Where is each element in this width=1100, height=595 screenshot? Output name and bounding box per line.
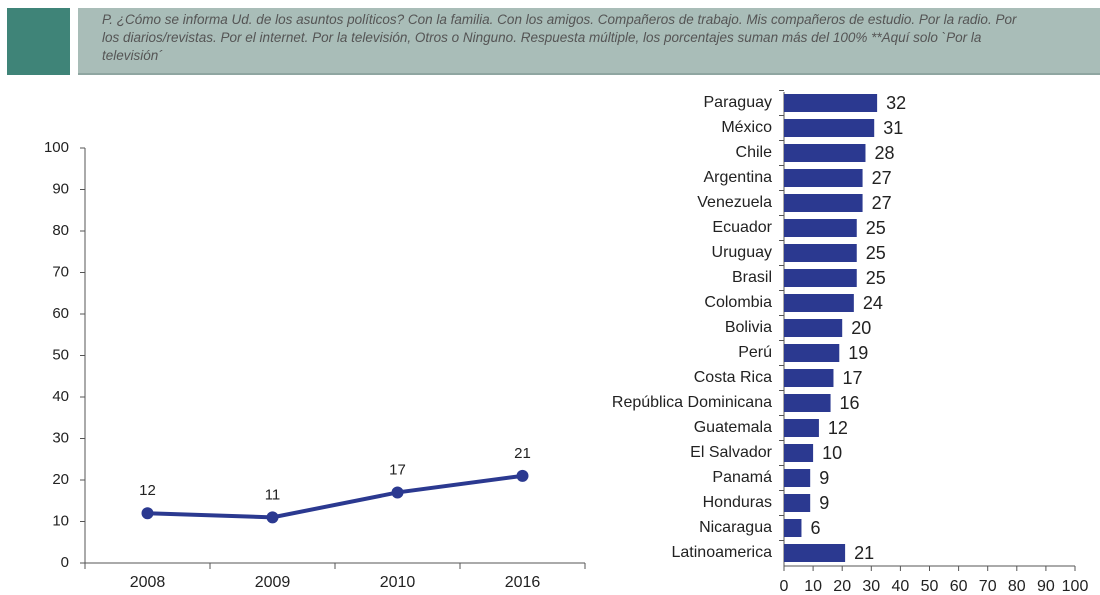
bar (784, 369, 834, 387)
data-label: 20 (851, 318, 871, 338)
header-note: P. ¿Cómo se informa Ud. de los asuntos p… (102, 12, 1017, 63)
data-label: 17 (389, 461, 406, 478)
x-tick-label: 40 (892, 578, 910, 595)
data-label: 27 (872, 193, 892, 213)
data-label: 12 (828, 418, 848, 438)
bar (784, 469, 811, 487)
bar (784, 444, 814, 462)
bar (784, 494, 811, 512)
y-tick-label: Honduras (703, 494, 772, 511)
bar (784, 344, 840, 362)
y-tick-label: Latinoamerica (672, 544, 773, 561)
y-tick-label: 80 (52, 222, 69, 239)
x-tick-label: 2016 (505, 574, 541, 591)
x-tick-label: 0 (780, 578, 789, 595)
y-tick-label: Chile (736, 144, 773, 161)
x-tick-label: 2010 (380, 574, 416, 591)
y-tick-label: República Dominicana (612, 394, 772, 411)
bar (784, 94, 878, 112)
y-tick-label: 90 (52, 180, 69, 197)
bar (784, 194, 863, 212)
data-label: 25 (866, 243, 886, 263)
header-band (78, 8, 1100, 75)
y-tick-label: Perú (738, 344, 772, 361)
bar (784, 394, 831, 412)
y-tick-label: Panamá (712, 469, 772, 486)
data-label: 17 (842, 368, 862, 388)
data-label: 32 (886, 93, 906, 113)
data-label: 27 (872, 168, 892, 188)
x-tick-label: 80 (1008, 578, 1026, 595)
x-tick-label: 10 (804, 578, 822, 595)
x-tick-label: 2009 (255, 574, 291, 591)
data-label: 9 (819, 468, 829, 488)
data-label: 21 (514, 445, 531, 462)
data-label: 31 (883, 118, 903, 138)
x-tick-label: 30 (862, 578, 880, 595)
bar (784, 144, 866, 162)
y-tick-label: Ecuador (712, 219, 772, 236)
y-tick-label: Uruguay (712, 244, 772, 261)
y-tick-label: Brasil (732, 269, 772, 286)
y-tick-label: Bolivia (725, 319, 772, 336)
bar (784, 294, 854, 312)
y-tick-label: México (721, 119, 772, 136)
y-tick-label: 60 (52, 305, 69, 322)
data-label: 25 (866, 218, 886, 238)
x-tick-label: 50 (921, 578, 939, 595)
bar (784, 169, 863, 187)
marker (516, 469, 529, 482)
y-tick-label: 20 (52, 471, 69, 488)
bar (784, 269, 857, 287)
bar (784, 419, 819, 437)
x-tick-label: 100 (1062, 578, 1089, 595)
y-tick-label: Costa Rica (694, 369, 772, 386)
y-tick-label: 40 (52, 388, 69, 405)
bar (784, 319, 843, 337)
y-tick-label: Paraguay (704, 94, 773, 111)
x-tick-label: 20 (833, 578, 851, 595)
data-label: 6 (810, 518, 820, 538)
data-label: 16 (840, 393, 860, 413)
x-tick-label: 90 (1037, 578, 1055, 595)
y-tick-label: 100 (44, 139, 69, 156)
y-tick-label: Guatemala (694, 419, 772, 436)
marker (266, 511, 279, 524)
y-tick-label: 70 (52, 263, 69, 280)
data-label: 9 (819, 493, 829, 513)
y-tick-label: Venezuela (697, 194, 772, 211)
marker (391, 486, 404, 499)
line (147, 473, 523, 520)
header-square (7, 8, 70, 75)
y-tick-label: 50 (52, 346, 69, 363)
data-label: 28 (874, 143, 894, 163)
x-tick-label: 2008 (130, 574, 166, 591)
data-label: 19 (848, 343, 868, 363)
y-tick-label: Argentina (704, 169, 773, 186)
bar (784, 544, 846, 562)
data-label: 11 (265, 486, 281, 503)
y-tick-label: 10 (52, 512, 69, 529)
y-tick-label: 0 (61, 554, 69, 571)
data-label: 24 (863, 293, 883, 313)
data-label: 12 (139, 482, 156, 499)
bar (784, 519, 802, 537)
data-label: 10 (822, 443, 842, 463)
x-tick-label: 60 (950, 578, 968, 595)
y-tick-label: Nicaragua (699, 519, 772, 536)
bar (784, 219, 857, 237)
data-label: 21 (854, 543, 874, 563)
x-tick-label: 70 (979, 578, 997, 595)
bar (784, 244, 857, 262)
data-label: 25 (866, 268, 886, 288)
marker (141, 507, 154, 520)
bar (784, 119, 875, 137)
y-tick-label: Colombia (704, 294, 772, 311)
y-tick-label: 30 (52, 429, 69, 446)
y-tick-label: El Salvador (690, 444, 772, 461)
